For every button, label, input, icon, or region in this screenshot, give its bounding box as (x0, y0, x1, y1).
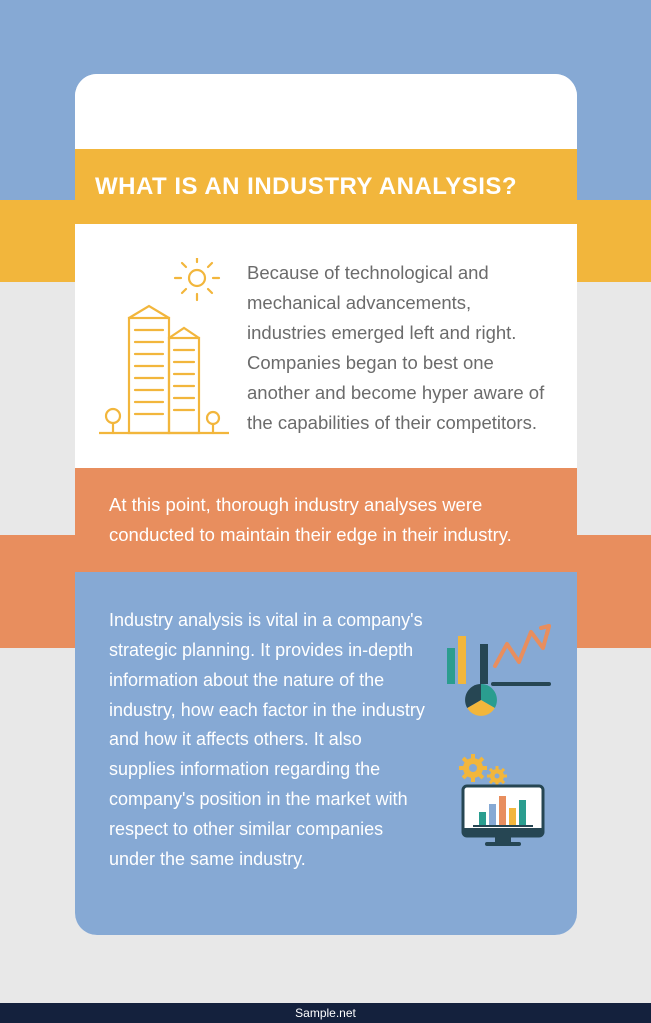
section-white: Because of technological and mechanical … (75, 224, 577, 468)
section-white-text: Because of technological and mechanical … (247, 258, 553, 438)
section-blue-text: Industry analysis is vital in a company'… (109, 606, 429, 875)
footer-bar: Sample.net (0, 1003, 651, 1023)
page-title: WHAT IS AN INDUSTRY ANALYSIS? (95, 173, 517, 201)
monitor-chart-icon (443, 754, 553, 850)
section-orange: At this point, thorough industry analyse… (75, 468, 577, 572)
card-header-whitespace (75, 74, 577, 149)
section-orange-text: At this point, thorough industry analyse… (109, 490, 543, 550)
infographic-card: WHAT IS AN INDUSTRY ANALYSIS? (75, 74, 577, 935)
title-band: WHAT IS AN INDUSTRY ANALYSIS? (75, 149, 577, 224)
building-icon (99, 258, 229, 438)
footer-text: Sample.net (295, 1006, 356, 1020)
section-blue: Industry analysis is vital in a company'… (75, 572, 577, 935)
analytics-chart-icon (443, 618, 553, 718)
blue-icons-column (443, 606, 553, 875)
